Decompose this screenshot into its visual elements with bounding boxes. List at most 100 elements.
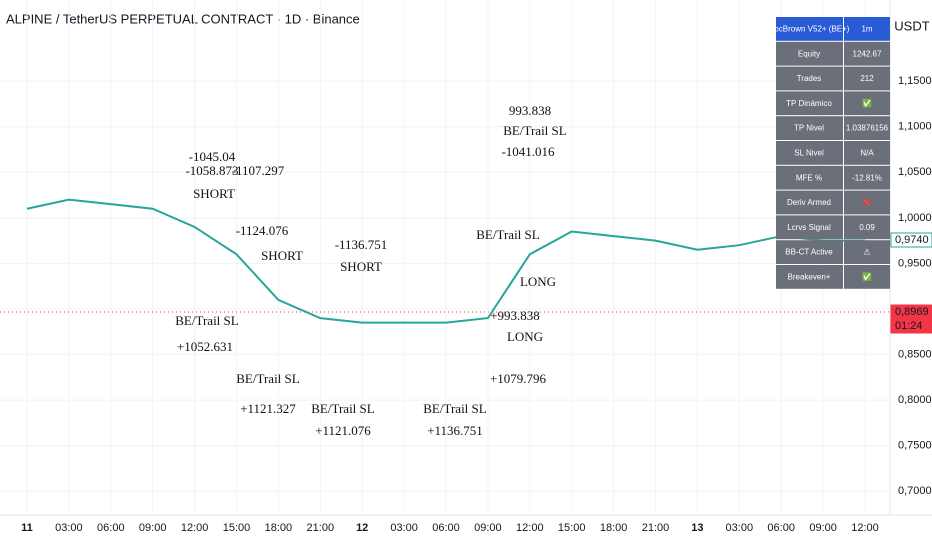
price-label: 01:24 [895, 320, 923, 332]
y-tick-label: 1,1000 [898, 121, 932, 133]
table-key: BB-CT Active [785, 248, 833, 257]
annotation: SHORT [340, 259, 382, 274]
table-key: Deriv Armed [787, 198, 831, 207]
table-cell [776, 17, 843, 41]
price-label: 0,9740 [895, 234, 929, 246]
table-value: ✅ [862, 272, 872, 282]
chart-title: ALPINE / TetherUS PERPETUAL CONTRACT · 1… [6, 11, 360, 26]
annotation: +1121.327 [240, 401, 296, 416]
annotation: SHORT [193, 186, 235, 201]
annotation: BE/Trail SL [311, 401, 375, 416]
annotation: -1136.751 [335, 237, 388, 252]
table-cell [776, 165, 843, 190]
x-tick-label: 18:00 [265, 522, 293, 534]
annotation: SHORT [261, 248, 303, 263]
annotation: BE/Trail SL [476, 227, 540, 242]
table-cell [776, 215, 843, 240]
price-label: 0,8969 [895, 306, 929, 318]
y-tick-label: 1,0500 [898, 166, 932, 178]
table-cell [776, 116, 843, 140]
table-value: N/A [860, 149, 874, 158]
table-cell [776, 41, 843, 66]
table-cell [844, 215, 890, 240]
table-value: 1m [861, 25, 872, 34]
table-cell [844, 91, 890, 116]
table-cell [844, 141, 890, 165]
table-cell [844, 240, 890, 264]
annotation: +1121.076 [315, 423, 371, 438]
x-tick-label: 09:00 [474, 522, 502, 534]
x-tick-label: 15:00 [558, 522, 586, 534]
y-tick-label: 0,9500 [898, 257, 932, 269]
x-tick-label: 21:00 [307, 522, 335, 534]
annotation: +1136.751 [427, 423, 483, 438]
table-value: ⚠ [863, 248, 870, 257]
y-tick-label: 0,8000 [898, 394, 932, 406]
x-tick-label: 15:00 [223, 522, 251, 534]
annotation: BE/Trail SL [423, 401, 487, 416]
table-key: Equity [798, 49, 820, 58]
x-tick-label: 03:00 [55, 522, 83, 534]
x-tick-label: 18:00 [600, 522, 628, 534]
annotation: 993.838 [509, 103, 551, 118]
table-cell [844, 190, 890, 215]
table-value: ✅ [862, 98, 872, 108]
annotation: +1079.796 [490, 371, 547, 386]
table-value: ❌ [862, 197, 872, 207]
annotation: -1124.076 [236, 223, 289, 238]
annotation: BE/Trail SL [236, 371, 300, 386]
table-key: TP Nivel [794, 124, 824, 133]
x-tick-label: 12:00 [851, 522, 879, 534]
table-cell [844, 41, 890, 66]
table-cell [844, 116, 890, 140]
table-key: TP Dinámico [786, 99, 832, 108]
table-cell [776, 265, 843, 289]
x-tick-label: 03:00 [726, 522, 754, 534]
table-value: 1242.67 [853, 49, 882, 58]
table-value: 212 [860, 74, 874, 83]
y-tick-label: 0,7000 [898, 485, 932, 497]
x-tick-label: 09:00 [809, 522, 837, 534]
y-tick-label: 1,1500 [898, 75, 932, 87]
currency-label: USDT [894, 18, 929, 33]
annotation: BE/Trail SL [503, 123, 567, 138]
y-tick-label: 0,8500 [898, 348, 932, 360]
table-key: Breakeven+ [788, 273, 831, 282]
annotation: LONG [520, 274, 556, 289]
price-label-box [890, 318, 932, 334]
annotation: -1058.873 [185, 163, 238, 178]
x-tick-label: 12 [356, 522, 368, 534]
table-value: 1.03876156 [846, 124, 889, 133]
table-cell [844, 265, 890, 289]
table-cell [776, 66, 843, 91]
x-tick-label: 09:00 [139, 522, 167, 534]
table-cell [844, 17, 890, 41]
annotation: BE/Trail SL [175, 313, 239, 328]
table-key: MFE % [796, 173, 822, 182]
table-cell [844, 66, 890, 91]
x-tick-label: 06:00 [432, 522, 460, 534]
table-key: Lcrvs Signal [787, 223, 831, 232]
table-cell [776, 190, 843, 215]
x-tick-label: 12:00 [181, 522, 209, 534]
table-key: DocBrown V52+ (BE+) [769, 25, 850, 34]
table-value: -12.81% [852, 173, 882, 182]
x-tick-label: 12:00 [516, 522, 544, 534]
table-cell [776, 240, 843, 264]
price-label-box [890, 232, 932, 248]
table-cell [776, 91, 843, 116]
x-tick-label: 03:00 [390, 522, 418, 534]
y-tick-label: 1,0000 [898, 212, 932, 224]
table-value: 0.09 [859, 223, 875, 232]
table-cell [776, 141, 843, 165]
x-tick-label: 11 [21, 522, 33, 534]
table-key: Trades [797, 74, 822, 83]
annotation: -1107.297 [232, 163, 285, 178]
price-line [26, 198, 865, 324]
x-tick-label: 13 [691, 522, 703, 534]
annotation: -1041.016 [501, 144, 555, 159]
annotation: +993.838 [490, 308, 540, 323]
strategy-table: DocBrown V52+ (BE+) 1m Equity 1242.67 Trades… [769, 17, 890, 289]
x-tick-label: 21:00 [642, 522, 670, 534]
